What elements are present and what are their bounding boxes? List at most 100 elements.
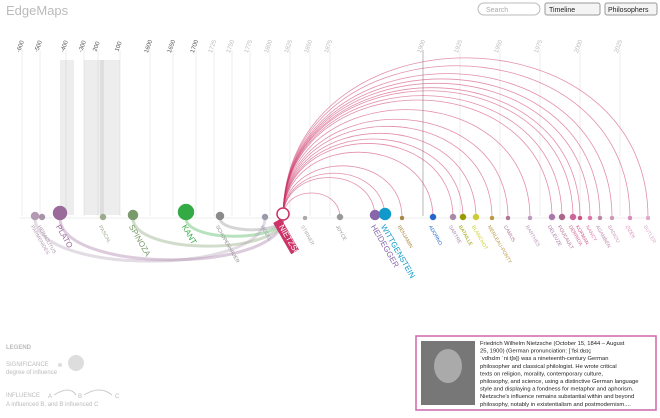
influence-arc [282, 151, 434, 219]
legend-b: B [78, 394, 82, 400]
philosopher-node [429, 213, 437, 221]
year-label: -300 [78, 39, 88, 53]
portrait-face [434, 349, 462, 383]
influence-arc [282, 78, 601, 219]
year-label: 1700 [190, 39, 200, 54]
year-label: 1750 [226, 39, 236, 54]
influence-arc [282, 65, 631, 219]
philosopher-label: SPINOZA [127, 223, 153, 258]
philosopher-node [527, 215, 533, 221]
philosopher-node [336, 213, 344, 221]
legend-influence: INFLUENCE [6, 393, 40, 399]
dataset-select[interactable] [604, 2, 658, 16]
influence-arc [282, 165, 403, 219]
legend-title: LEGEND [6, 345, 32, 351]
view-select[interactable] [544, 2, 601, 16]
info-text: Friedrich Wilhelm Nietzsche (October 15,… [480, 341, 638, 408]
influence-arc [282, 87, 581, 219]
influence-arc-lower [33, 217, 267, 263]
year-label: 2025 [614, 39, 624, 54]
influence-arc [282, 177, 376, 219]
philosopher-node [177, 203, 195, 221]
search-box[interactable] [477, 2, 541, 16]
info-line: philosopher and classical philologist. H… [480, 364, 617, 370]
view-select-label: Timeline [549, 7, 575, 14]
info-line: texts on religion, morality, contemporar… [480, 371, 603, 377]
year-label: 1900 [417, 39, 427, 54]
year-label: 2000 [574, 39, 584, 54]
influence-arc [282, 57, 649, 219]
philosopher-node [378, 207, 392, 221]
philosopher-label: BLANCHOT [470, 225, 489, 252]
era-shade [84, 60, 104, 215]
philosopher-node [52, 205, 68, 221]
philosopher-node [38, 213, 46, 221]
influence-arc [282, 192, 341, 219]
year-label: 1875 [324, 39, 334, 54]
info-line: philosophy, and science, using a distinc… [480, 379, 638, 385]
philosopher-label: BARTHES [524, 225, 541, 249]
year-label: 100 [115, 40, 124, 52]
influence-arc [282, 143, 454, 219]
year-label: 1950 [494, 39, 504, 54]
philosopher-node [505, 215, 511, 221]
philosopher-node [276, 207, 290, 221]
philosopher-label: JOYCE [334, 225, 348, 243]
philosopher-label: KANT [180, 223, 199, 246]
philosopher-label: CAMUS [502, 225, 517, 244]
info-line: Friedrich Wilhelm Nietzsche (October 15,… [480, 341, 625, 347]
year-label: 1825 [284, 39, 294, 54]
legend-a: A [48, 394, 52, 400]
dataset-select-label: Philosophers [608, 7, 649, 14]
philosopher-node [99, 213, 107, 221]
philosopher-node [215, 211, 225, 221]
philosopher-node [577, 215, 583, 221]
philosopher-node [558, 213, 566, 221]
info-line: style and displaying a fondness for meta… [480, 387, 634, 393]
influence-arc-lower [131, 217, 285, 248]
info-line: Nietzsche's influence remains substantia… [480, 394, 634, 400]
search-placeholder: Search [486, 7, 508, 14]
philosopher-label: ZIZEK [624, 225, 637, 241]
selected-label-bg [273, 218, 299, 255]
year-label: 1725 [208, 39, 218, 54]
influence-arc [282, 73, 613, 219]
legend-large-node [68, 355, 84, 371]
legend-small-node [58, 363, 62, 367]
influence-arc [282, 133, 477, 219]
year-label: -500 [34, 39, 44, 53]
era-shade [60, 60, 74, 215]
app-title: EdgeMaps [6, 3, 69, 18]
philosopher-node [597, 215, 603, 221]
philosopher-label: BUTLER [642, 225, 657, 245]
legend-significance-note: degree of influence [6, 370, 58, 376]
legend-c: C [115, 394, 120, 400]
influence-arc [282, 90, 574, 219]
influence-arc-lower [218, 217, 285, 232]
philosopher-node [449, 213, 457, 221]
era-shade [100, 60, 120, 215]
year-label: 200 [93, 40, 102, 52]
info-line: ˈvɪlhɛlm ˈniːtʃə]) was a nineteenth-cent… [480, 356, 608, 362]
philosopher-node [369, 209, 381, 221]
legend-influence-note: A influenced B, and B influenced C [6, 402, 99, 408]
philosopher-node [399, 215, 405, 221]
influence-arc-lower [58, 217, 285, 262]
influence-arc [282, 173, 386, 219]
philosopher-node [302, 215, 308, 221]
influence-arc [282, 119, 509, 219]
year-label: -400 [60, 39, 70, 53]
philosopher-node [127, 209, 139, 221]
year-label: 1850 [304, 39, 314, 54]
philosopher-node [489, 215, 495, 221]
philosopher-node [261, 213, 269, 221]
info-line: philosophy, notably in existentialism an… [480, 402, 631, 408]
year-label: 1650 [167, 39, 177, 54]
philosopher-node [609, 215, 615, 221]
philosopher-label: ADORNO [427, 225, 443, 247]
philosopher-node [472, 213, 480, 221]
year-label: 1775 [244, 39, 254, 54]
year-label: 1975 [534, 39, 544, 54]
